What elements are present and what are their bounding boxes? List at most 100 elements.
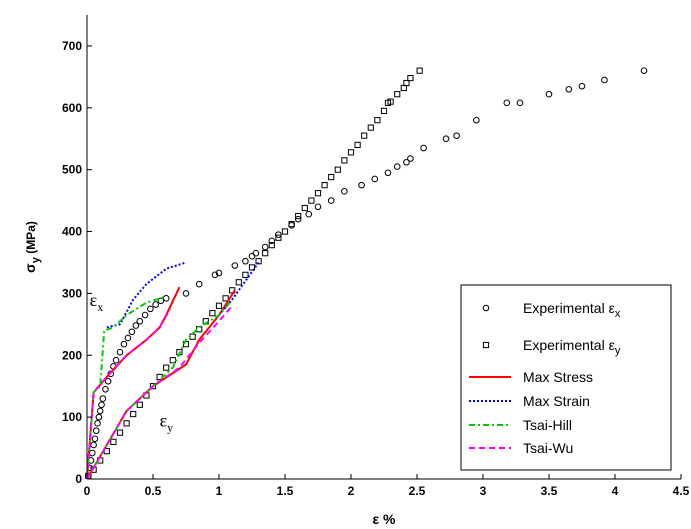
- data-point: [261, 243, 269, 251]
- data-point: [242, 257, 249, 265]
- data-point: [130, 410, 137, 418]
- legend-marker: [482, 341, 490, 349]
- x-tick-label: 4.5: [673, 484, 690, 498]
- legend-label: Tsai-Wu: [523, 440, 573, 456]
- data-point: [268, 242, 275, 249]
- y-tick-label: 300: [62, 286, 82, 300]
- legend-entry: Experimental εx: [482, 300, 621, 320]
- data-point: [341, 157, 348, 164]
- x-tick-label: 3.5: [541, 484, 558, 498]
- legend-label: Tsai-Hill: [523, 417, 572, 433]
- data-point: [94, 420, 101, 427]
- series-line: [218, 261, 260, 316]
- data-point: [442, 135, 450, 143]
- data-point: [90, 441, 97, 449]
- data-point: [222, 295, 229, 302]
- data-point: [314, 190, 322, 197]
- data-point: [262, 250, 269, 257]
- legend-entry: Tsai-Wu: [469, 440, 573, 456]
- data-point: [136, 317, 144, 325]
- data-point: [380, 107, 388, 114]
- data-point: [403, 79, 410, 87]
- data-point: [116, 348, 124, 356]
- series-layer: [85, 67, 648, 480]
- data-point: [328, 173, 335, 181]
- legend-entry: Max Strain: [469, 393, 590, 409]
- legend-entry: Tsai-Hill: [469, 417, 572, 433]
- data-point: [95, 413, 103, 421]
- data-point: [141, 311, 149, 319]
- data-point: [242, 271, 249, 278]
- data-point: [341, 188, 348, 195]
- data-point: [112, 356, 120, 364]
- legend-label: Experimental εy: [523, 337, 621, 357]
- data-point: [545, 90, 553, 98]
- data-point: [281, 228, 289, 235]
- data-point: [195, 280, 203, 288]
- data-point: [407, 155, 414, 162]
- data-point: [99, 395, 107, 402]
- data-point: [124, 334, 132, 342]
- series-line: [86, 295, 167, 480]
- annotation-sub: x: [97, 300, 103, 314]
- data-point: [394, 91, 401, 98]
- data-point: [182, 290, 190, 297]
- data-point: [503, 99, 511, 107]
- data-point: [327, 197, 335, 204]
- data-point: [98, 401, 105, 409]
- legend-label-main: Experimental ε: [523, 300, 615, 316]
- data-point: [163, 364, 170, 371]
- legend-label-sub: y: [615, 345, 621, 357]
- data-point: [91, 435, 99, 443]
- data-point: [288, 221, 295, 228]
- data-point: [374, 117, 381, 124]
- data-point: [96, 407, 104, 415]
- data-point: [110, 438, 117, 445]
- data-point: [215, 302, 223, 309]
- data-point: [120, 340, 128, 348]
- data-point: [102, 385, 109, 393]
- x-tick-label: 3: [480, 484, 487, 498]
- data-point: [211, 271, 219, 279]
- legend-label-main: Experimental ε: [523, 337, 615, 353]
- y-tick-label: 500: [62, 163, 82, 177]
- annotation-main: ε: [90, 290, 98, 310]
- x-tick-label: 1.5: [277, 484, 294, 498]
- y-tick-label: 400: [62, 225, 82, 239]
- data-point: [361, 132, 368, 139]
- data-point: [358, 181, 365, 189]
- data-point: [305, 210, 313, 218]
- x-axis-title: ε %: [373, 511, 397, 527]
- y-axis-title-main: σ: [22, 263, 38, 273]
- data-point: [209, 310, 216, 317]
- data-point: [295, 212, 302, 220]
- data-point: [334, 166, 341, 173]
- y-tick-label: 100: [62, 410, 82, 424]
- data-point: [453, 132, 460, 139]
- data-point: [601, 76, 608, 84]
- x-tick-label: 4: [612, 484, 619, 498]
- y-axis-title-text: σy (MPa): [22, 221, 42, 273]
- data-point: [407, 75, 414, 82]
- data-point: [123, 420, 130, 427]
- x-tick-label: 2.5: [409, 484, 426, 498]
- data-point: [420, 144, 427, 152]
- legend-label-sub: x: [615, 308, 621, 320]
- legend-label-main: Tsai-Hill: [523, 417, 572, 433]
- data-point: [640, 67, 648, 74]
- y-tick-label: 600: [62, 101, 82, 115]
- curve-annotation: εy: [160, 410, 174, 434]
- data-point: [473, 116, 480, 124]
- data-point: [248, 252, 256, 260]
- data-point: [308, 197, 315, 204]
- legend-entry: Max Stress: [469, 369, 593, 385]
- data-point: [104, 377, 112, 385]
- y-tick-label: 200: [62, 348, 82, 362]
- x-tick-label: 0: [84, 484, 91, 498]
- annotation-sub: y: [167, 420, 173, 434]
- data-point: [354, 141, 361, 149]
- x-tick-label: 2: [348, 484, 355, 498]
- legend-label: Experimental εx: [523, 300, 621, 320]
- data-point: [321, 182, 328, 189]
